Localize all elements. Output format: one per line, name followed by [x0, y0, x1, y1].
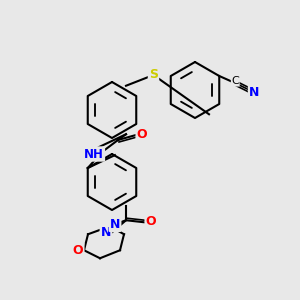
Text: C: C	[231, 76, 239, 86]
Text: O: O	[146, 215, 156, 228]
Text: N: N	[110, 218, 120, 231]
Text: NH: NH	[84, 148, 104, 160]
Text: O: O	[73, 244, 83, 257]
Text: O: O	[137, 128, 147, 142]
Text: N: N	[249, 86, 260, 100]
Text: N: N	[101, 226, 111, 239]
Text: S: S	[149, 68, 158, 82]
